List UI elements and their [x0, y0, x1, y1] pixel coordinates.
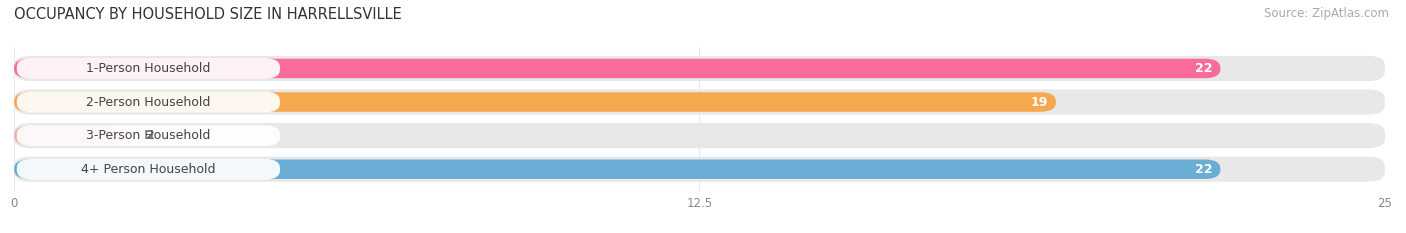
Text: 2-Person Household: 2-Person Household: [86, 96, 211, 109]
FancyBboxPatch shape: [17, 92, 280, 112]
FancyBboxPatch shape: [14, 126, 124, 145]
Text: 4+ Person Household: 4+ Person Household: [82, 163, 215, 176]
FancyBboxPatch shape: [14, 157, 1385, 182]
Text: Source: ZipAtlas.com: Source: ZipAtlas.com: [1264, 7, 1389, 20]
FancyBboxPatch shape: [17, 125, 280, 146]
FancyBboxPatch shape: [14, 59, 1220, 78]
Text: 1-Person Household: 1-Person Household: [86, 62, 211, 75]
FancyBboxPatch shape: [14, 123, 1385, 148]
Text: 3-Person Household: 3-Person Household: [86, 129, 211, 142]
Text: 19: 19: [1031, 96, 1047, 109]
Text: OCCUPANCY BY HOUSEHOLD SIZE IN HARRELLSVILLE: OCCUPANCY BY HOUSEHOLD SIZE IN HARRELLSV…: [14, 7, 402, 22]
Text: 22: 22: [1195, 163, 1212, 176]
FancyBboxPatch shape: [17, 159, 280, 180]
FancyBboxPatch shape: [14, 159, 1220, 179]
FancyBboxPatch shape: [14, 89, 1385, 115]
FancyBboxPatch shape: [17, 58, 280, 79]
FancyBboxPatch shape: [14, 92, 1056, 112]
FancyBboxPatch shape: [14, 56, 1385, 81]
Text: 2: 2: [146, 129, 155, 142]
Text: 22: 22: [1195, 62, 1212, 75]
